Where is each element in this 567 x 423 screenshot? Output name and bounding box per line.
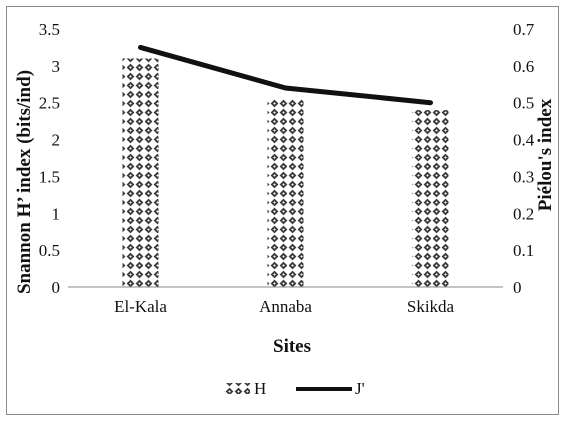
y-tick-label: 3	[52, 57, 61, 76]
x-axis-title: Sites	[273, 336, 311, 357]
x-tick-label: Annaba	[259, 297, 312, 316]
y2-tick-label: 0.3	[513, 167, 534, 186]
line-point-el-kala	[140, 46, 141, 48]
y2-tick-label: 0.2	[513, 204, 534, 223]
y2-tick-label: 0.6	[513, 57, 534, 76]
line-point-annaba	[285, 87, 286, 89]
y2-tick-label: 0.4	[513, 131, 535, 150]
legend-label-h: H	[254, 379, 266, 398]
line-point-skikda	[430, 102, 431, 104]
y2-tick-label: 0.5	[513, 94, 534, 113]
bar-annaba	[267, 99, 304, 288]
legend-label-j: J'	[355, 379, 365, 398]
y2-tick-label: 0	[513, 278, 522, 297]
y-tick-label: 1.5	[39, 167, 60, 186]
y-tick-label: 3.5	[39, 20, 60, 39]
y-tick-label: 2.5	[39, 94, 60, 113]
y2-axis-title: Piélou's index	[535, 98, 556, 211]
y-tick-label: 0	[52, 278, 61, 297]
x-tick-label: El-Kala	[114, 297, 167, 316]
legend: H J'	[224, 379, 365, 398]
line-j-series	[138, 44, 433, 106]
bar-skikda	[412, 110, 449, 287]
y2-tick-label: 0.7	[513, 20, 535, 39]
y-tick-label: 0.5	[39, 241, 60, 260]
bar-el-kala	[122, 58, 159, 287]
legend-swatch-bar	[224, 383, 250, 394]
y-axis-title: Snannon H’ index (bits/ind)	[14, 70, 35, 294]
y-tick-label: 2	[52, 131, 61, 150]
y-tick-label: 1	[52, 204, 61, 223]
y2-tick-label: 0.1	[513, 241, 534, 260]
x-tick-label: Skikda	[407, 297, 455, 316]
